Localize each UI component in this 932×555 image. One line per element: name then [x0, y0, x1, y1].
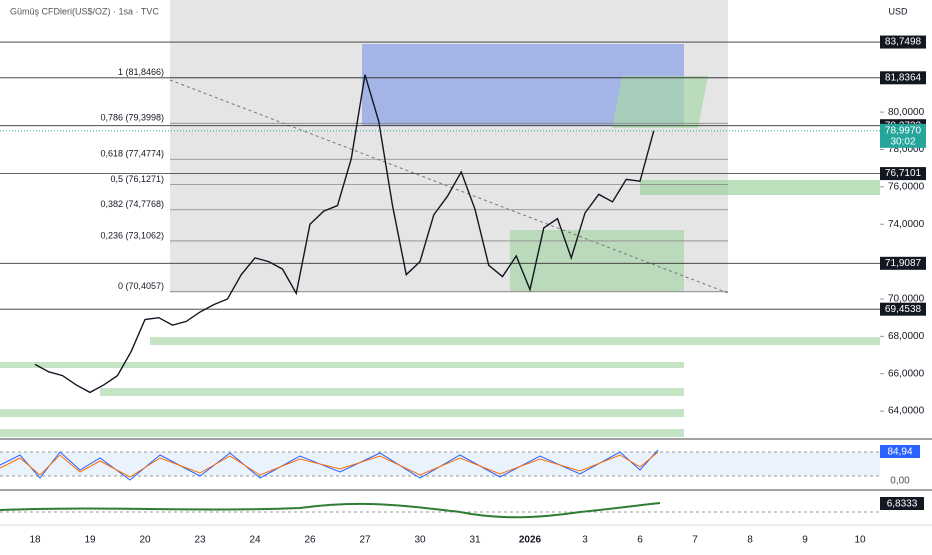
x-tick-label: 23 — [194, 535, 206, 546]
indicator-wave — [0, 502, 661, 519]
ob-zone — [0, 362, 684, 368]
level-label: 81,8364 — [885, 72, 922, 83]
chart-title: Gümüş CFDleri(US$/OZ) · 1sa · TVC — [10, 6, 159, 16]
fib-label: 0,382 (74,7768) — [100, 199, 164, 209]
ob-zone — [640, 180, 880, 195]
level-label-box — [880, 302, 926, 316]
osc-wave — [0, 451, 659, 478]
y-tick-label: 66,0000 — [888, 368, 925, 379]
ob-zone — [0, 429, 684, 437]
x-tick-label: 24 — [249, 535, 261, 546]
x-tick-label: 26 — [304, 535, 316, 546]
osc-label-box — [880, 445, 920, 458]
y-tick-label: 70,0000 — [888, 294, 925, 305]
level-label: 83,7498 — [885, 37, 922, 48]
current-price: 78,9970 — [885, 125, 922, 136]
osc-tick: 0,00 — [890, 476, 910, 487]
level-label-box — [880, 256, 926, 270]
x-tick-label: 10 — [854, 535, 866, 546]
fib-label: 0,5 (76,1271) — [110, 174, 164, 184]
level-label: 71,9087 — [885, 258, 922, 269]
ob-zone — [510, 230, 684, 292]
fib-label: 1 (81,8466) — [118, 67, 164, 77]
level-label-box — [880, 167, 926, 181]
indicator-label-box — [880, 497, 924, 510]
y-tick-label: 74,0000 — [888, 219, 925, 230]
y-tick-label: 78,0000 — [888, 144, 925, 155]
level-label-box — [880, 71, 926, 85]
y-tick-label: 68,0000 — [888, 331, 925, 342]
fib-label: 0,236 (73,1062) — [100, 230, 164, 240]
current-price-box — [880, 123, 926, 148]
x-tick-label: 31 — [469, 535, 481, 546]
y-tick-label: 76,0000 — [888, 182, 925, 193]
ob-zone — [0, 409, 684, 417]
zones — [0, 0, 880, 437]
x-tick-label: 30 — [414, 535, 426, 546]
x-tick-label: 9 — [802, 535, 808, 546]
x-tick-label: 19 — [84, 535, 96, 546]
price-line — [34, 74, 655, 394]
countdown: 30:02 — [890, 136, 915, 147]
level-label-box — [880, 35, 926, 49]
x-tick-label: 3 — [582, 535, 588, 546]
x-tick-label: 6 — [637, 535, 643, 546]
fib-label: 0 (70,4057) — [118, 281, 164, 291]
x-tick-label: 8 — [747, 535, 753, 546]
indicator-value: 6,8333 — [887, 499, 918, 510]
x-tick-label: 18 — [29, 535, 41, 546]
x-tick-label: 2026 — [519, 535, 542, 546]
channel-zone — [612, 76, 708, 128]
x-tick-label: 7 — [692, 535, 698, 546]
ob-zone — [100, 388, 684, 396]
x-tick-label: 27 — [359, 535, 371, 546]
fib-label: 0,618 (77,4774) — [100, 149, 164, 159]
y-tick-label: 64,0000 — [888, 406, 925, 417]
x-tick-label: 20 — [139, 535, 151, 546]
osc-value: 84,94 — [887, 447, 912, 458]
fib-label: 0,786 (79,3998) — [100, 113, 164, 123]
y-tick-label: 80,0000 — [888, 107, 925, 118]
currency: USD — [888, 6, 908, 16]
level-label: 69,4538 — [885, 304, 922, 315]
osc-band — [0, 452, 880, 476]
level-label: 76,7101 — [885, 168, 922, 179]
ob-zone — [150, 337, 880, 345]
